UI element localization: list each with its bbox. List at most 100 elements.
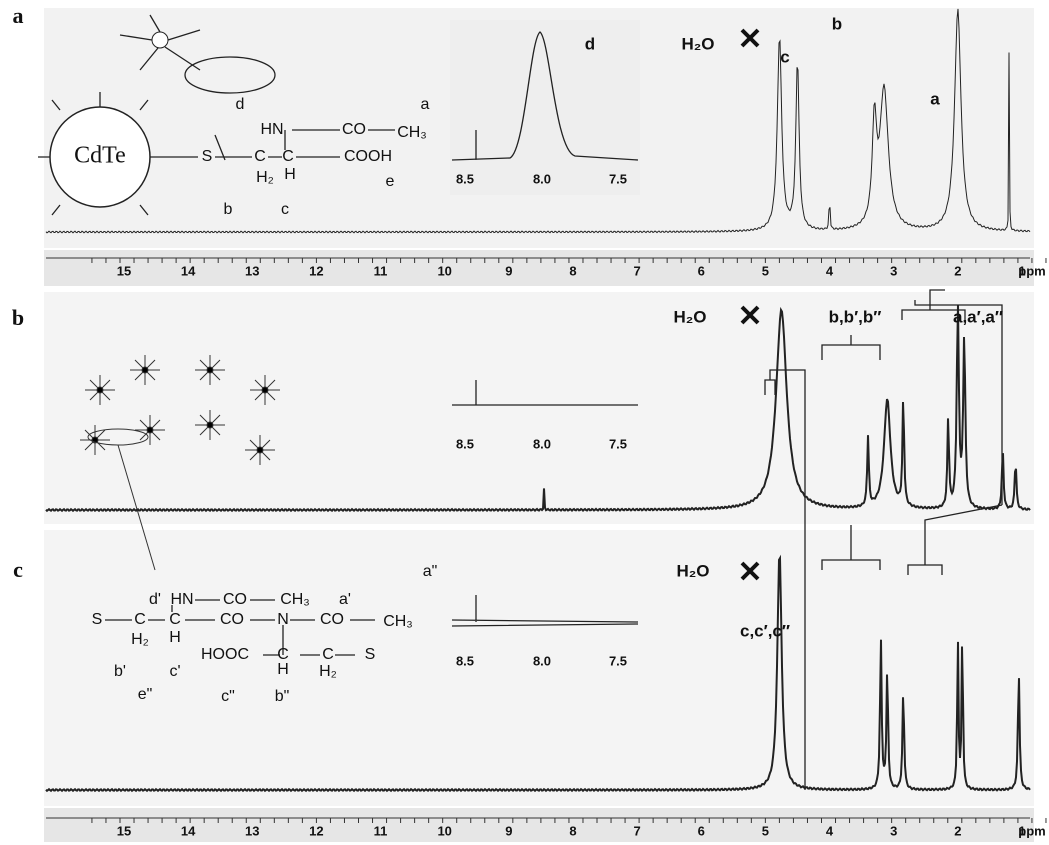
inset-c-line [451, 595, 639, 627]
structure-atom: H₂ [319, 663, 337, 680]
panel-label: b [12, 305, 24, 330]
axis-tick-label: 5 [762, 823, 769, 838]
axis-c-bg [44, 808, 1034, 842]
inset-b-line [452, 380, 638, 406]
structure-atom: HN [260, 121, 283, 138]
structure-atom: CH₃ [383, 613, 413, 630]
dendron-arms [119, 14, 226, 161]
axis-tick-label: 3 [890, 823, 897, 838]
peak-label: b [832, 14, 842, 33]
peak-label: c,c′,c″ [740, 621, 790, 640]
axis-tick-label: 7 [634, 263, 641, 278]
inset-tick-label: 8.0 [533, 653, 551, 668]
star-particles [80, 355, 280, 571]
structure-atom: H₂ [131, 631, 149, 648]
axis-tick-label: 2 [954, 263, 961, 278]
structure-atom: C [134, 611, 146, 628]
axis-unit: ppm [1018, 263, 1045, 278]
structure-atom: b [224, 201, 233, 218]
structure-atom: e [386, 173, 395, 190]
peak-label: d [585, 34, 595, 53]
spectrum [45, 304, 1031, 513]
spectrum [45, 554, 1031, 793]
axis-tick-label: 10 [437, 823, 451, 838]
structure-atom: c' [169, 663, 180, 680]
axis-tick-label: 3 [890, 263, 897, 278]
cdte-ligands [38, 92, 198, 216]
axis-tick-label: 5 [762, 263, 769, 278]
panel-c-bg [44, 530, 1034, 806]
axis-tick-label: 12 [309, 263, 323, 278]
axis-tick-label: 4 [826, 263, 834, 278]
axis-tick-label: 2 [954, 823, 961, 838]
structure-atom: H [284, 166, 296, 183]
axis-tick-label: 9 [505, 263, 512, 278]
structure-atom: H [277, 661, 289, 678]
structure-atom: d [236, 96, 245, 113]
structure-atom: CH₃ [397, 124, 427, 141]
axis-a-bg [44, 250, 1034, 286]
axis-tick-label: 1 [1018, 263, 1025, 278]
axis-tick-label: 14 [181, 823, 196, 838]
axis-tick-label: 7 [634, 823, 641, 838]
axis-tick-label: 9 [505, 823, 512, 838]
axis-tick-label: 15 [117, 263, 131, 278]
axis-tick-label: 12 [309, 823, 323, 838]
structure-atom: S [202, 148, 213, 165]
inset-tick-label: 8.0 [533, 436, 551, 451]
highlight-ellipse [184, 56, 276, 94]
axis-tick-label: 8 [569, 263, 576, 278]
structure-atom: a [421, 96, 430, 113]
axis-tick-label: 4 [826, 823, 834, 838]
inset-tick-label: 7.5 [609, 171, 627, 186]
structure-atom: CH₃ [280, 591, 310, 608]
inset-tick-label: 8.5 [456, 653, 474, 668]
peak-label: H₂O [673, 307, 706, 326]
axis-tick-label: 15 [117, 823, 131, 838]
structure-atom: C [169, 611, 181, 628]
peak-label: a [930, 89, 940, 108]
structure-atom: CO [223, 591, 247, 608]
structure-atom: S [365, 646, 376, 663]
structure-atom: CO [220, 611, 244, 628]
structure-atom: C [277, 646, 289, 663]
inset-tick-label: 8.0 [533, 171, 551, 186]
inset-tick-label: 8.5 [456, 436, 474, 451]
structure-atom: b' [114, 663, 126, 680]
water-cross [740, 28, 760, 581]
structure-atom: b" [275, 688, 290, 705]
inset-tick-label: 7.5 [609, 653, 627, 668]
inset-a-peak [451, 31, 639, 161]
structure-atom: c" [221, 688, 235, 705]
axis-tick-label: 11 [374, 263, 388, 278]
structure-atom: N [277, 611, 289, 628]
structure-atom: C [282, 148, 294, 165]
structure-atom: H [169, 629, 181, 646]
structure-atom: d' [149, 591, 161, 608]
panel-label: c [13, 557, 23, 582]
structure-atom: S [92, 611, 103, 628]
axis-unit: ppm [1018, 823, 1045, 838]
axis-tick-label: 14 [181, 263, 196, 278]
structure-atom: e" [138, 686, 153, 703]
axis-tick-label: 13 [245, 263, 259, 278]
inset-tick-label: 7.5 [609, 436, 627, 451]
peak-label: H₂O [681, 34, 714, 53]
structure-atom: H₂ [256, 169, 274, 186]
inset-tick-label: 8.5 [456, 171, 474, 186]
axis-tick-label: 6 [698, 263, 705, 278]
structure-atom: c [281, 201, 289, 218]
structure-atom: HOOC [201, 646, 249, 663]
axis-tick-label: 10 [437, 263, 451, 278]
axis-tick-label: 13 [245, 823, 259, 838]
structure-atom: HN [170, 591, 193, 608]
axis-tick-label: 1 [1018, 823, 1025, 838]
structure-atom: CdTe [74, 143, 126, 169]
structure-atom: a' [339, 591, 351, 608]
structure-c-bonds [105, 599, 375, 656]
axis-tick-label: 11 [374, 823, 388, 838]
peak-label: c [780, 47, 789, 66]
dendron-core [151, 31, 169, 49]
peak-label: H₂O [676, 561, 709, 580]
